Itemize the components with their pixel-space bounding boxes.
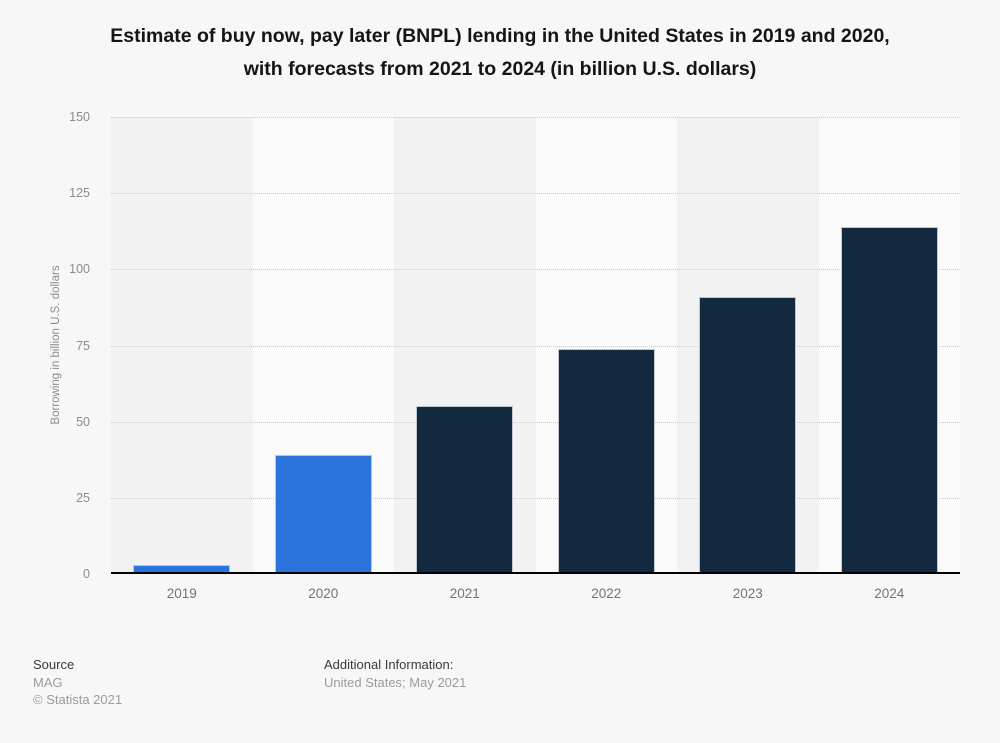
bar-2021[interactable] — [416, 406, 514, 574]
gridline-100 — [111, 269, 960, 271]
y-tick-label-75: 75 — [76, 338, 90, 353]
bar-2024[interactable] — [840, 226, 938, 574]
y-tick-label-50: 50 — [76, 414, 90, 429]
additional-information-value: United States; May 2021 — [324, 674, 467, 690]
y-tick-label-100: 100 — [69, 262, 90, 277]
y-tick-label-150: 150 — [69, 110, 90, 124]
footer-additional-block: Additional Information: United States; M… — [324, 656, 466, 691]
x-tick-label-2023: 2023 — [732, 586, 763, 601]
x-axis-line — [111, 572, 960, 574]
gridline-125 — [111, 193, 960, 195]
bar-2023[interactable] — [699, 296, 797, 574]
chart-title-line-2: with forecasts from 2021 to 2024 (in bil… — [243, 58, 757, 80]
bar-2019[interactable] — [133, 564, 231, 574]
source-value: MAG — [33, 674, 63, 690]
chart-title: Estimate of buy now, pay later (BNPL) le… — [0, 20, 1000, 86]
x-tick-label-2019: 2019 — [166, 586, 197, 601]
source-label: Source — [33, 657, 75, 672]
y-tick-label-25: 25 — [76, 490, 90, 505]
additional-information-label: Additional Information: — [324, 657, 454, 672]
chart-title-line-1: Estimate of buy now, pay later (BNPL) le… — [110, 25, 890, 47]
y-tick-label-0: 0 — [83, 567, 90, 581]
footer-source-block: Source MAG © Statista 2021 — [33, 656, 122, 709]
bar-2022[interactable] — [557, 348, 655, 574]
y-tick-label-125: 125 — [69, 186, 90, 201]
x-tick-label-2021: 2021 — [449, 586, 480, 601]
gridline-150 — [111, 117, 960, 118]
x-tick-label-2022: 2022 — [591, 586, 622, 601]
x-tick-label-2020: 2020 — [308, 586, 339, 601]
bar-2020[interactable] — [274, 455, 372, 574]
copyright: © Statista 2021 — [33, 692, 123, 707]
gridline-75 — [111, 345, 960, 347]
x-tick-label-2024: 2024 — [874, 586, 905, 601]
gridline-50 — [111, 421, 960, 423]
plot-area — [111, 117, 960, 574]
gridline-25 — [111, 497, 960, 499]
